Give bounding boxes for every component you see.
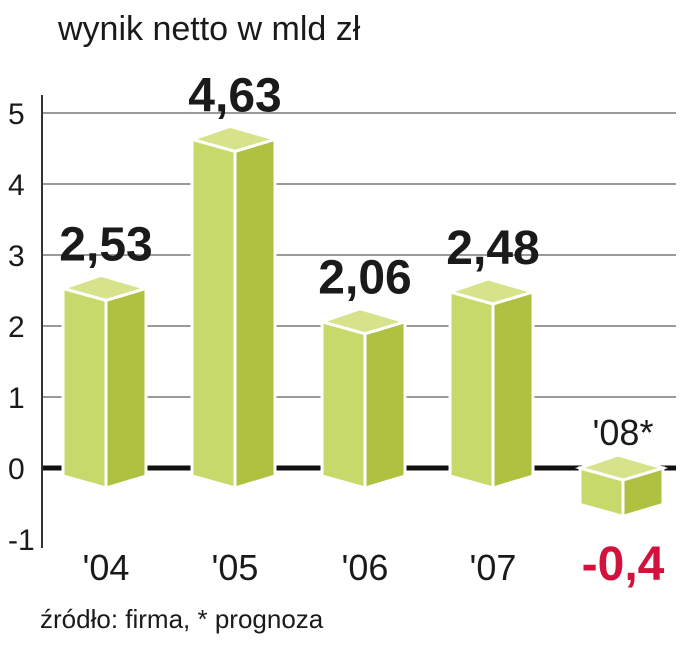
bar-0 — [57, 273, 152, 491]
value-label: 2,48 — [446, 222, 539, 275]
bar-side — [104, 286, 148, 491]
bar-top — [444, 277, 539, 306]
x-tick-label: '04 — [83, 547, 130, 588]
bar-front — [448, 289, 495, 490]
y-tick-label: 0 — [8, 453, 25, 486]
bars — [57, 124, 669, 519]
labels: 2,53 '04 4,63 '05 2,06 '06 2,48 '07 '08* -0,4 — [59, 69, 664, 591]
bar-1 — [186, 124, 281, 491]
x-tick-label: '06 — [342, 547, 389, 588]
y-axis: -1 0 1 2 3 4 5 — [8, 95, 43, 557]
bar-side — [233, 137, 277, 491]
bar-4 — [574, 453, 669, 519]
y-tick-label: 3 — [8, 240, 25, 273]
bar-side — [363, 319, 407, 491]
bar-2 — [316, 307, 411, 491]
value-label: 2,53 — [59, 218, 152, 271]
y-tick-label: -1 — [8, 524, 35, 557]
bar-top — [186, 124, 281, 153]
x-tick-label: '05 — [212, 547, 259, 588]
bar-top — [316, 307, 411, 336]
bar-front — [190, 137, 237, 490]
x-tick-label: '08* — [593, 412, 654, 453]
source-note: źródło: firma, * prognoza — [40, 604, 324, 634]
bar-front — [320, 319, 367, 490]
y-tick-label: 4 — [8, 169, 25, 202]
bar-top — [574, 453, 669, 482]
chart-title: wynik netto w mld zł — [57, 10, 361, 48]
value-label: 4,63 — [188, 69, 281, 122]
bar-3 — [444, 277, 539, 491]
y-tick-label: 1 — [8, 382, 25, 415]
value-label: 2,06 — [318, 252, 411, 305]
y-tick-label: 2 — [8, 311, 25, 344]
bar-side — [491, 289, 535, 491]
bar-front — [61, 286, 108, 490]
value-label: -0,4 — [582, 538, 665, 591]
bar-top — [57, 273, 152, 302]
x-tick-label: '07 — [470, 547, 517, 588]
y-tick-label: 5 — [8, 98, 25, 131]
